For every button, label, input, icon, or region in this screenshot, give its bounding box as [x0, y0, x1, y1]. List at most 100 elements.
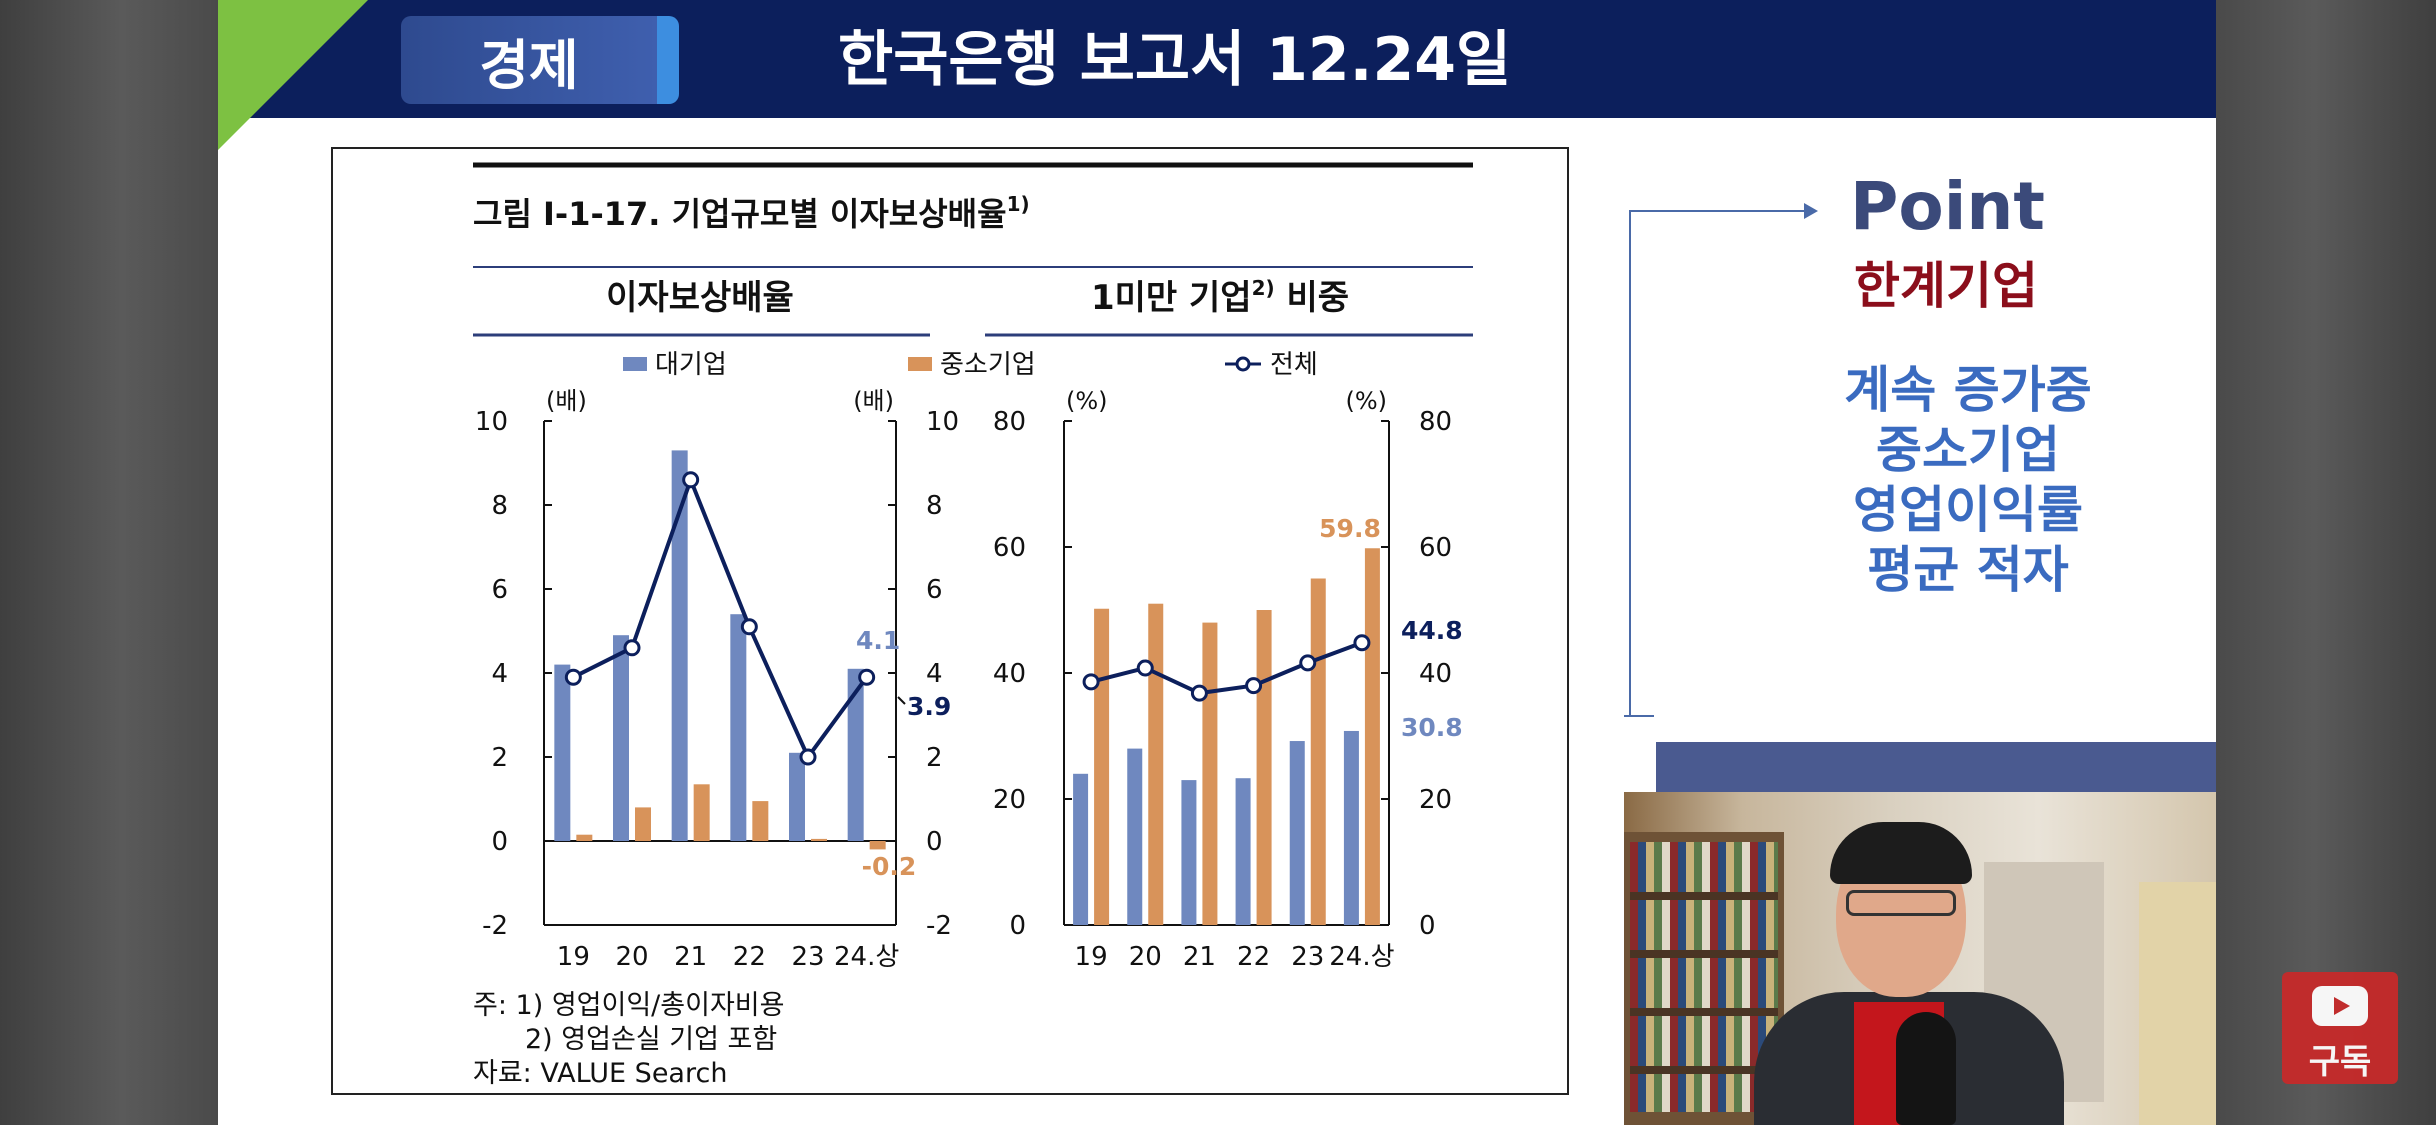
- y-tick-label-left: 60: [993, 533, 1026, 563]
- bar-large-firms: [1289, 741, 1305, 925]
- x-tick-label: 21: [1183, 942, 1216, 972]
- legend-label-large-firms: 대기업: [655, 350, 727, 380]
- right-chart: (%) (%) 0 0 20 20 40 40 60 60 80 80 19 20 21 22 23 24.상 59…: [993, 387, 1463, 972]
- legend-swatch-sme: [908, 357, 932, 371]
- point-line-4: 평균 적자: [1867, 541, 2069, 599]
- bar-sme: [1094, 608, 1110, 925]
- y-tick-label-right: 20: [1419, 785, 1452, 815]
- wardrobe-door: [2139, 882, 2216, 1125]
- x-tick-label: 24.상: [1329, 942, 1394, 972]
- point-line-1: 계속 증가중: [1844, 361, 2092, 419]
- figure-note-1: 주: 1) 영업이익/총이자비용: [473, 990, 784, 1021]
- legend-swatch-large-firms: [623, 357, 647, 371]
- bar-large-firms: [1181, 780, 1197, 925]
- x-tick-label: 19: [1075, 942, 1108, 972]
- legend-label-total: 전체: [1270, 350, 1318, 380]
- data-label-total: 3.9: [907, 692, 951, 721]
- data-label-leader: [897, 696, 906, 705]
- point-body: 계속 증가중 중소기업 영업이익률 평균 적자: [1778, 360, 2158, 600]
- books: [1630, 842, 1778, 1112]
- x-tick-label: 21: [674, 942, 707, 972]
- figure-source: 자료: VALUE Search: [473, 1058, 727, 1089]
- y-tick-label-left: 8: [491, 491, 508, 521]
- y-tick-label-right: 8: [926, 491, 943, 521]
- point-total: [1136, 659, 1154, 677]
- subscribe-button[interactable]: 구독: [2282, 972, 2398, 1084]
- bar-large-firms: [847, 668, 864, 841]
- bar-large-firms: [613, 635, 629, 841]
- slide-title: 한국은행 보고서 12.24일: [838, 25, 1512, 95]
- point-total: [1245, 677, 1263, 695]
- point-total: [1082, 673, 1100, 691]
- point-total: [682, 471, 700, 489]
- x-tick-label: 19: [557, 942, 590, 972]
- unit-label-left: (%): [1066, 387, 1108, 415]
- presenter-webcam: [1624, 792, 2216, 1125]
- point-total: [799, 748, 817, 766]
- subscribe-label: 구독: [2308, 1042, 2372, 1082]
- legend-label-sme: 중소기업: [940, 350, 1036, 380]
- y-tick-label-right: 40: [1419, 659, 1452, 689]
- bar-sme: [693, 784, 710, 841]
- y-tick-label-left: 6: [491, 575, 508, 605]
- legend-marker-total: [1235, 356, 1251, 372]
- data-label-large-firms: 30.8: [1401, 713, 1463, 742]
- point-total: [1299, 654, 1317, 672]
- bar-sme: [811, 838, 827, 841]
- unit-label-left: (배): [546, 387, 587, 415]
- y-tick-label-left: 0: [1009, 911, 1026, 941]
- data-label-total: 44.8: [1401, 616, 1463, 645]
- bar-large-firms: [1235, 778, 1251, 925]
- y-tick-label-right: 10: [926, 407, 959, 437]
- x-tick-label: 23: [791, 942, 824, 972]
- bar-sme: [1148, 603, 1164, 925]
- y-tick-label-right: 60: [1419, 533, 1452, 563]
- point-connector-foot: [1624, 715, 1654, 717]
- x-tick-label: 24.상: [834, 942, 899, 972]
- youtube-play-icon: [2312, 986, 2368, 1026]
- green-corner-decoration: [218, 0, 368, 150]
- y-tick-label-right: 4: [926, 659, 943, 689]
- bar-sme: [1310, 578, 1326, 925]
- x-tick-label: 23: [1291, 942, 1324, 972]
- point-connector-line: [1629, 210, 1631, 716]
- presenter-hair: [1830, 822, 1972, 884]
- accent-bar: [1656, 742, 2216, 792]
- y-tick-label-left: 40: [993, 659, 1026, 689]
- presentation-slide: 경제 한국은행 보고서 12.24일 그림 Ⅰ-1-17. 기업규모별 이자보상…: [218, 0, 2216, 1125]
- chart-legend: 대기업 중소기업 전체: [623, 350, 1318, 380]
- bar-large-firms: [1343, 730, 1359, 925]
- y-tick-label-right: -2: [926, 911, 952, 941]
- point-total: [623, 639, 641, 657]
- bar-sme: [635, 807, 651, 841]
- bar-large-firms: [554, 664, 571, 841]
- unit-label-right: (배): [853, 387, 894, 415]
- bar-sme: [1256, 610, 1272, 925]
- point-subtitle: 한계기업: [1854, 257, 2038, 315]
- x-tick-label: 20: [615, 942, 648, 972]
- bar-sme: [1202, 622, 1218, 925]
- bar-sme: [1364, 548, 1380, 925]
- point-total: [740, 618, 758, 636]
- bar-sme: [869, 841, 886, 850]
- point-title: Point: [1850, 168, 2045, 245]
- y-tick-label-left: 10: [475, 407, 508, 437]
- figure-note-2: 2) 영업손실 기업 포함: [525, 1024, 777, 1055]
- y-tick-label-right: 0: [1419, 911, 1436, 941]
- point-total: [1190, 684, 1208, 702]
- y-tick-label-right: 0: [926, 827, 943, 857]
- y-tick-label-left: 80: [993, 407, 1026, 437]
- report-figure: 그림 Ⅰ-1-17. 기업규모별 이자보상배율1) 이자보상배율 1미만 기업2…: [331, 147, 1569, 1095]
- y-tick-label-right: 6: [926, 575, 943, 605]
- x-tick-label: 22: [733, 942, 766, 972]
- data-label-sme: -0.2: [862, 852, 917, 881]
- line-total: [572, 474, 869, 761]
- glasses: [1846, 890, 1956, 916]
- y-tick-label-left: 4: [491, 659, 508, 689]
- line-total: [1090, 640, 1363, 696]
- y-tick-label-left: 20: [993, 785, 1026, 815]
- point-line-3: 영업이익률: [1853, 481, 2083, 539]
- category-tag: 경제: [401, 16, 679, 104]
- left-panel-title: 이자보상배율: [606, 278, 794, 318]
